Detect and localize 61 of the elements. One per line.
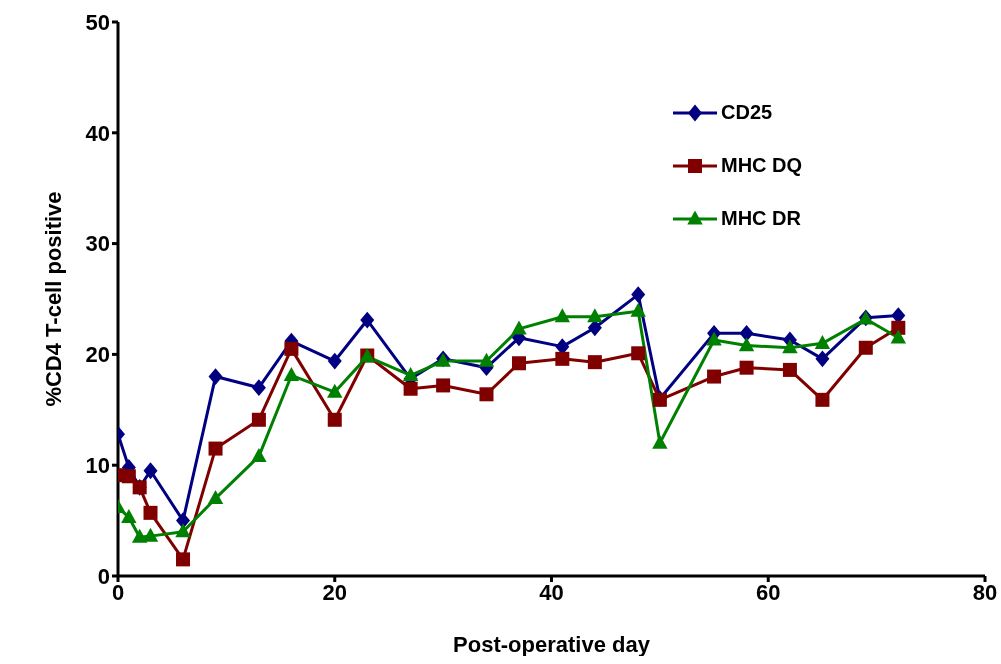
point — [208, 441, 223, 456]
y-tick-label: 50 — [85, 9, 110, 35]
x-axis-title: Post-operative day — [453, 631, 651, 657]
point — [121, 469, 136, 484]
y-tick-label: 10 — [85, 453, 110, 479]
legend-label: MHC DR — [721, 207, 801, 230]
point — [652, 434, 668, 449]
point — [631, 346, 646, 361]
point — [121, 508, 137, 523]
point — [176, 512, 191, 529]
point — [251, 379, 266, 397]
point — [284, 341, 299, 356]
point — [327, 412, 342, 427]
point — [207, 490, 224, 505]
point — [251, 447, 267, 462]
point — [739, 360, 754, 375]
point — [554, 308, 571, 323]
point — [782, 339, 798, 354]
point — [175, 523, 191, 538]
point — [143, 505, 158, 520]
point — [631, 286, 646, 303]
y-tick-label: 40 — [85, 120, 110, 146]
point — [738, 337, 755, 352]
point — [131, 528, 148, 543]
x-tick-label: 20 — [322, 579, 347, 605]
point — [890, 329, 906, 344]
point — [511, 356, 526, 371]
x-tick-label: 40 — [539, 579, 564, 605]
point — [630, 302, 646, 317]
point — [478, 352, 495, 367]
point — [707, 369, 722, 384]
point — [814, 334, 831, 349]
x-tick-label: 60 — [756, 579, 781, 605]
point — [587, 355, 602, 370]
point — [360, 311, 375, 329]
point — [739, 324, 754, 342]
point — [815, 392, 830, 407]
y-tick-label: 30 — [85, 231, 110, 257]
point — [436, 378, 451, 393]
point — [327, 352, 342, 370]
point — [511, 320, 527, 335]
point — [176, 552, 191, 567]
x-tick-label: 80 — [972, 579, 998, 605]
y-axis-title: %CD4 T-cell positive — [40, 191, 66, 407]
point — [587, 308, 603, 323]
point — [479, 387, 494, 402]
point — [858, 340, 873, 355]
point — [251, 412, 266, 427]
point — [283, 367, 300, 382]
y-tick-label: 20 — [85, 342, 110, 368]
y-tick-label: 0 — [97, 563, 110, 589]
point — [555, 351, 570, 366]
point — [782, 362, 797, 377]
point — [891, 320, 906, 335]
point — [143, 462, 158, 480]
point — [706, 331, 722, 346]
point — [208, 368, 223, 385]
point — [327, 383, 343, 398]
point — [815, 350, 830, 368]
legend-label: MHC DQ — [721, 154, 803, 177]
legend-label: CD25 — [721, 101, 773, 124]
